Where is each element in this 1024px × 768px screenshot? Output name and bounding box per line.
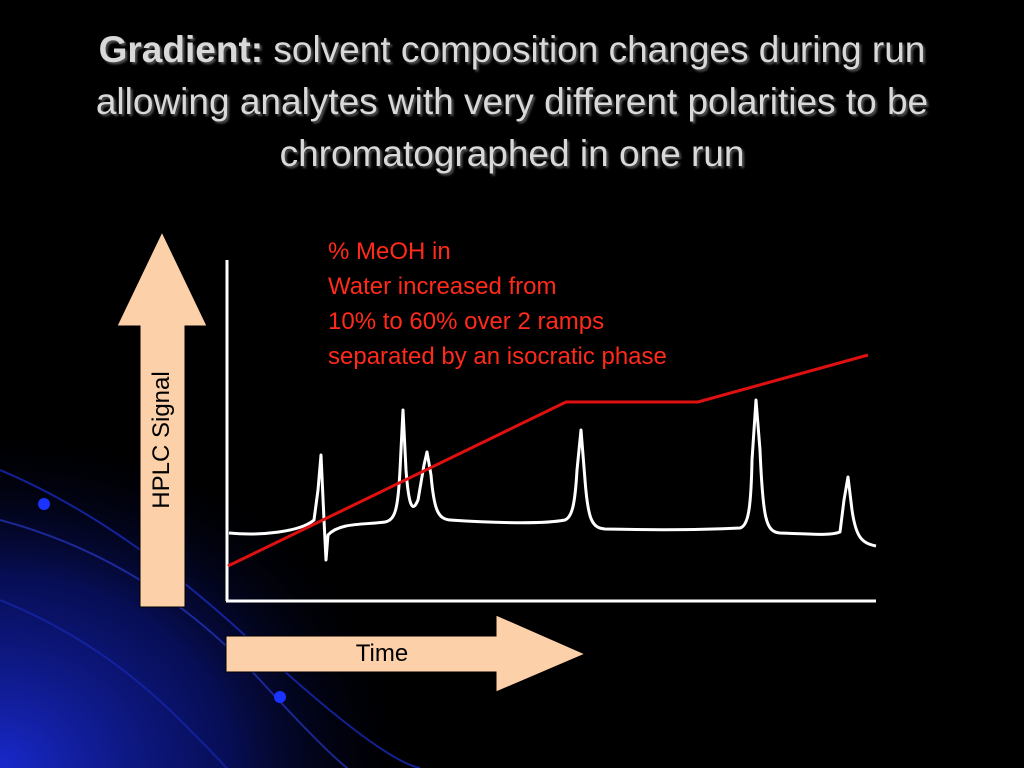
annotation-line: % MeOH in [328,238,451,265]
annotation-line: 10% to 60% over 2 ramps [328,308,605,335]
annotation-line: separated by an isocratic phase [328,343,667,370]
y-axis-label: HPLC Signal [148,371,175,509]
decor-dot [38,498,50,510]
x-axis-arrow [225,614,587,693]
title-rest: solvent composition changes during run a… [95,29,929,174]
y-axis-arrow [116,230,208,608]
gradient-line [227,353,869,568]
decor-dot [274,691,286,703]
annotation-line: Water increased from [328,273,557,300]
x-axis-label: Time [355,640,409,667]
title-bold: Gradient: [98,29,264,70]
slide-title: Gradient: solvent composition changes du… [40,24,984,180]
background-swoosh [0,420,421,768]
gradient-annotation: % MeOH in Water increased from 10% to 60… [328,234,667,374]
chromatogram-trace [228,398,877,562]
